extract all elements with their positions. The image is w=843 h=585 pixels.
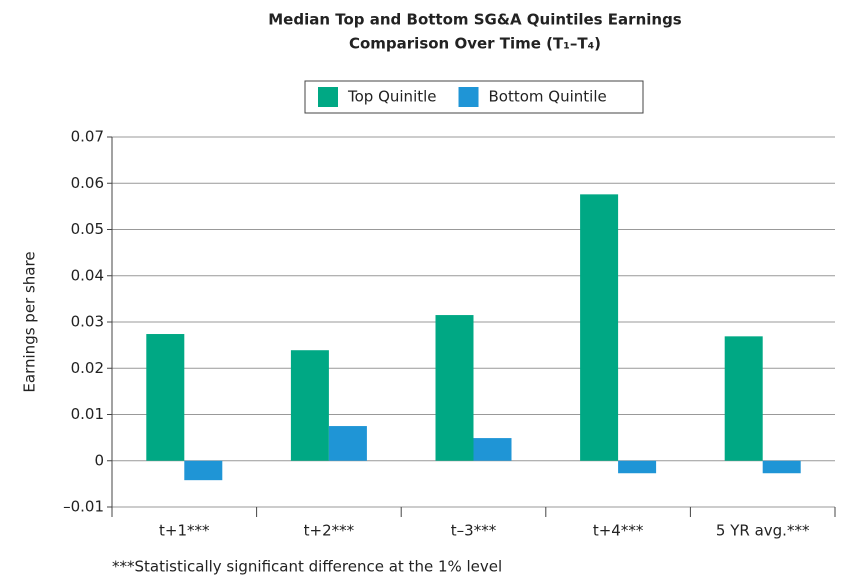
y-tick-label: 0 bbox=[94, 451, 104, 469]
legend-swatch bbox=[458, 87, 479, 107]
x-tick-label: t+4*** bbox=[593, 522, 644, 540]
bar bbox=[328, 426, 367, 461]
x-tick-label: 5 YR avg.*** bbox=[716, 522, 810, 540]
legend-label: Top Quinitle bbox=[347, 88, 437, 106]
y-tick-label: 0.04 bbox=[71, 266, 104, 284]
bar bbox=[184, 460, 223, 481]
bar bbox=[435, 315, 474, 461]
x-tick-label: t–3*** bbox=[451, 522, 497, 540]
x-tick-label: t+2*** bbox=[304, 522, 355, 540]
bar bbox=[724, 336, 763, 461]
footnote: ***Statistically significant difference … bbox=[112, 558, 502, 576]
bar bbox=[618, 460, 657, 474]
bar bbox=[580, 194, 619, 461]
bar bbox=[762, 460, 801, 474]
bar bbox=[290, 350, 329, 461]
y-tick-label: –0.01 bbox=[63, 498, 104, 516]
y-tick-label: 0.05 bbox=[71, 220, 104, 238]
y-tick-label: 0.01 bbox=[71, 405, 104, 423]
legend-label: Bottom Quintile bbox=[489, 88, 607, 106]
y-tick-label: 0.02 bbox=[71, 359, 104, 377]
y-tick-label: 0.07 bbox=[71, 128, 104, 146]
chart-title: Comparison Over Time (T₁–T₄) bbox=[349, 35, 601, 53]
bar bbox=[473, 438, 512, 461]
y-tick-label: 0.03 bbox=[71, 313, 104, 331]
legend-swatch bbox=[318, 87, 338, 107]
y-tick-label: 0.06 bbox=[71, 174, 104, 192]
legend-box bbox=[304, 80, 644, 114]
y-axis-label: Earnings per share bbox=[21, 251, 39, 392]
x-tick-label: t+1*** bbox=[159, 522, 210, 540]
chart-title: Median Top and Bottom SG&A Quintiles Ear… bbox=[268, 11, 682, 29]
bar bbox=[146, 334, 185, 461]
